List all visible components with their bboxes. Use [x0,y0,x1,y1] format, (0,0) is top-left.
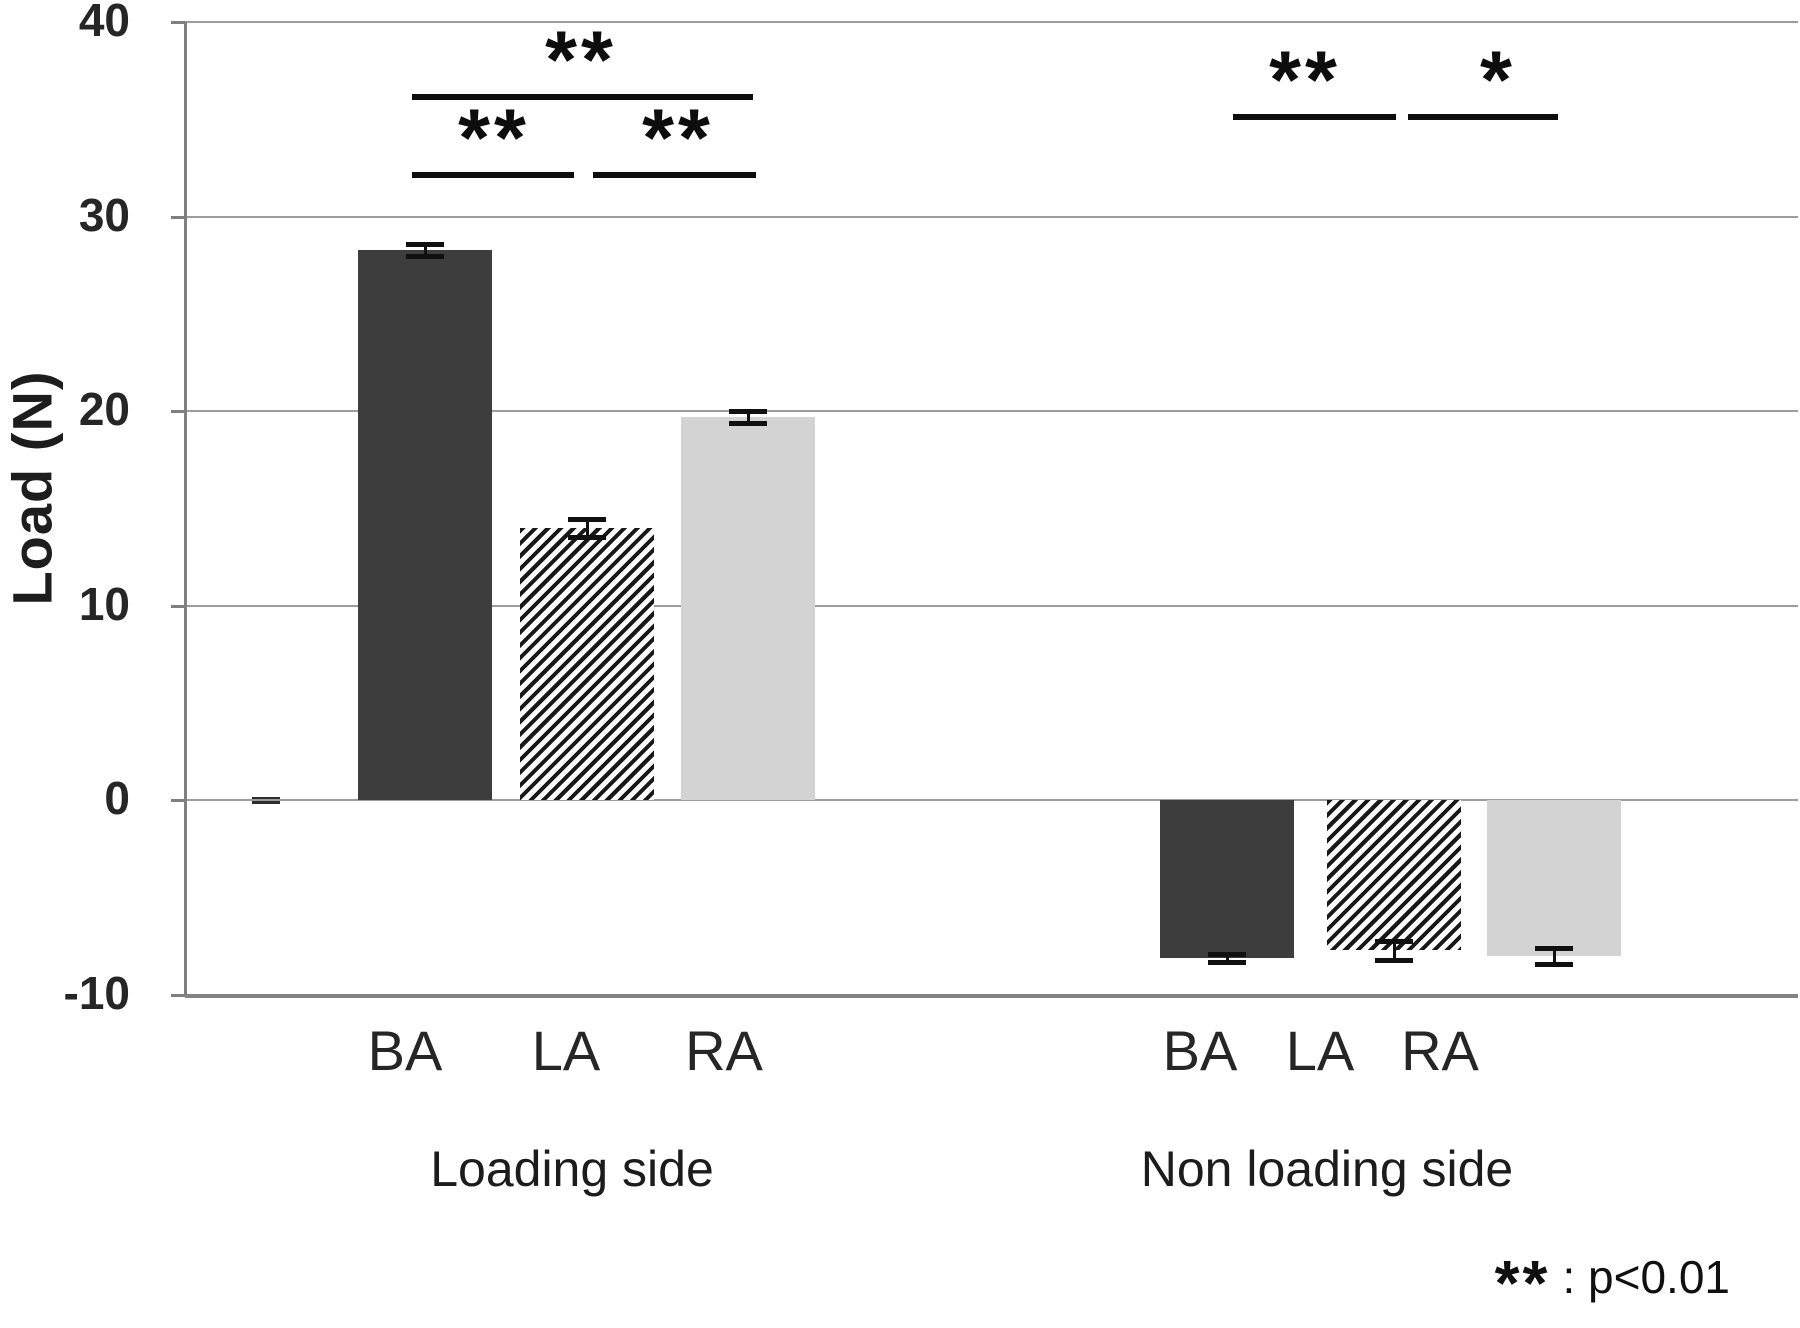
y-axis-tick-20 [171,410,185,414]
error-bar-cap-bottom-ra-loading [729,420,767,426]
gridline-30 [185,215,1798,218]
bar-ra-nonloading [1487,800,1621,957]
y-tick-label-10: 10 [78,577,130,630]
error-bar-cap-bottom-ba-nonloading [1208,959,1246,965]
y-tick-label-40: 40 [78,0,130,46]
significance-note-text: : p<0.01 [1562,1251,1730,1303]
category-label-ba-nonloading: BA [1162,1019,1238,1082]
significance-stars-5: * [1480,35,1516,126]
significance-bracket-2 [412,172,574,178]
bar-ba-nonloading [1160,800,1294,959]
error-bar-ra-nonloading [1552,948,1556,964]
significance-bracket-4 [1233,114,1396,120]
y-axis-tick-10 [171,604,185,608]
bar-ra-loading [681,417,815,801]
category-label-la-loading: LA [531,1019,601,1082]
group-label-loading-side: Loading side [430,1141,714,1197]
error-bar-cap-top-la-nonloading [1375,938,1413,944]
error-bar-ba-nonloading [1225,954,1229,962]
gridline-0 [185,799,1798,802]
significance-bracket-3 [593,172,756,178]
error-bar-cap-top-la-loading [568,517,606,523]
y-axis-tick--10 [171,994,185,997]
gridline-10 [185,604,1798,607]
significance-bracket-5 [1408,114,1558,120]
y-tick-label-0: 0 [104,772,130,825]
significance-note-asterisks: ** [1494,1247,1551,1319]
y-tick-label-20: 20 [78,383,130,436]
gridline-40 [185,21,1798,23]
y-axis-tick-30 [171,215,185,219]
y-axis-line [184,22,187,995]
error-bar-la-loading [585,519,589,537]
error-bar-la-nonloading [1392,940,1396,960]
group-label-non-loading-side: Non loading side [1140,1141,1514,1197]
error-bar-cap-top-ra-nonloading [1535,946,1573,952]
category-label-ra-loading: RA [685,1019,763,1082]
significance-stars-1: ** [545,15,617,106]
y-axis-tick-40 [171,21,185,24]
y-tick-label--10: -10 [63,966,130,1019]
error-bar-ra-loading [746,411,750,423]
error-bar-cap-bottom-ra-nonloading [1535,961,1573,967]
significance-stars-4: ** [1269,35,1341,126]
category-label-ra-nonloading: RA [1401,1019,1479,1082]
significance-bracket-1 [412,94,753,100]
bar-la-loading [520,527,654,801]
error-bar-cap-top-ba-nonloading [1208,952,1246,958]
error-bar-cap-top-ba-loading [406,241,444,247]
error-bar-cap-bottom-la-loading [568,534,606,540]
error-bar-cap-bottom-ba-loading [406,253,444,259]
category-label-ba-loading: BA [367,1019,443,1082]
category-label-la-nonloading: LA [1285,1019,1355,1082]
y-axis-tick-0 [171,799,185,803]
gridline--10 [185,994,1798,998]
error-bar-ba-loading [423,243,427,256]
error-bar-cap-top-ra-loading [729,409,767,415]
significance-note: **: p<0.01 [1495,1246,1730,1320]
error-bar-cap-bottom-la-nonloading [1375,957,1413,963]
gridline-20 [185,410,1798,413]
significance-stars-2: ** [458,93,530,184]
y-tick-label-30: 30 [78,188,130,241]
bar-ba-loading [358,249,492,801]
bar-la-nonloading [1327,800,1461,951]
significance-stars-3: ** [642,93,714,184]
